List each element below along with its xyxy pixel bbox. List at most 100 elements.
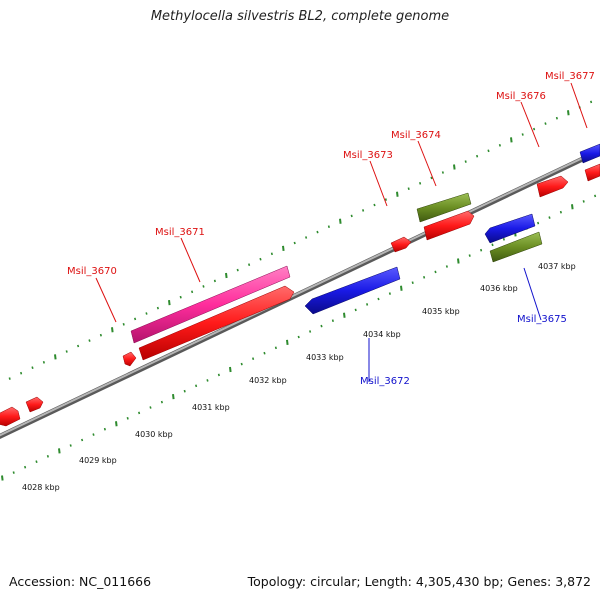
gene-label-msil-3674[interactable]: Msil_3674 bbox=[391, 130, 441, 141]
gene-feature-forward-small[interactable] bbox=[0, 406, 21, 427]
minor-tick bbox=[366, 303, 369, 306]
minor-tick bbox=[411, 281, 414, 285]
minor-tick bbox=[434, 270, 437, 274]
minor-tick bbox=[419, 181, 422, 185]
minor-tick bbox=[195, 384, 198, 388]
minor-tick bbox=[498, 143, 501, 147]
major-tick bbox=[400, 285, 403, 291]
major-tick bbox=[457, 258, 460, 264]
minor-tick bbox=[274, 346, 277, 350]
gene-feature-msil-3677[interactable] bbox=[579, 143, 600, 164]
minor-tick bbox=[160, 400, 163, 404]
major-tick bbox=[1, 475, 4, 481]
accession-text: Accession: NC_011666 bbox=[9, 574, 152, 589]
minor-tick bbox=[537, 221, 540, 225]
minor-tick bbox=[548, 216, 551, 219]
gene-feature-msil-3674[interactable] bbox=[416, 192, 472, 223]
minor-tick bbox=[362, 209, 365, 212]
minor-tick bbox=[430, 176, 433, 180]
minor-tick bbox=[259, 257, 262, 261]
gene-feature-msil-3672[interactable] bbox=[304, 266, 401, 315]
minor-tick bbox=[12, 471, 15, 474]
minor-tick bbox=[491, 243, 494, 247]
kbp-label: 4029 kbp bbox=[79, 456, 117, 465]
gene-feature-msil-3675[interactable] bbox=[489, 231, 543, 263]
minor-tick bbox=[521, 133, 524, 136]
minor-tick bbox=[69, 444, 72, 447]
kbp-label: 4032 kbp bbox=[249, 376, 287, 385]
gene-feature-forward-mid[interactable] bbox=[423, 210, 475, 241]
gene-feature-forward-small[interactable] bbox=[25, 396, 44, 413]
tick-track-lower bbox=[1, 194, 597, 481]
kbp-label: 4033 kbp bbox=[306, 353, 344, 362]
minor-tick bbox=[122, 322, 125, 326]
minor-tick bbox=[236, 268, 239, 272]
genome-title: Methylocella silvestris BL2, complete ge… bbox=[150, 9, 450, 24]
major-tick bbox=[567, 110, 570, 116]
minor-tick bbox=[8, 377, 11, 380]
gene-feature-forward-small[interactable] bbox=[122, 351, 137, 367]
kbp-label: 4028 kbp bbox=[22, 483, 60, 492]
genome-summary-text: Topology: circular; Length: 4,305,430 bp… bbox=[247, 574, 591, 589]
genome-backbone-highlight bbox=[0, 148, 600, 437]
major-tick bbox=[111, 327, 114, 333]
minor-tick bbox=[191, 290, 194, 294]
gene-label-msil-3676[interactable]: Msil_3676 bbox=[496, 91, 546, 102]
minor-tick bbox=[327, 225, 330, 229]
minor-tick bbox=[149, 406, 152, 409]
major-tick bbox=[343, 312, 346, 318]
minor-tick bbox=[441, 171, 444, 174]
minor-tick bbox=[502, 237, 505, 241]
minor-tick bbox=[42, 360, 45, 364]
gene-label-msil-3671[interactable]: Msil_3671 bbox=[155, 227, 205, 238]
minor-tick bbox=[590, 100, 593, 104]
gene-label-msil-3675[interactable]: Msil_3675 bbox=[517, 314, 567, 325]
major-tick bbox=[115, 421, 118, 427]
label-leaders bbox=[95, 82, 588, 382]
gene-feature-msil-3673[interactable] bbox=[390, 236, 412, 253]
major-tick bbox=[510, 137, 513, 143]
minor-tick bbox=[206, 379, 209, 382]
minor-tick bbox=[81, 438, 84, 442]
minor-tick bbox=[65, 350, 68, 353]
minor-tick bbox=[77, 344, 80, 348]
minor-tick bbox=[179, 295, 182, 299]
major-tick bbox=[54, 354, 57, 360]
minor-tick bbox=[384, 198, 387, 201]
minor-tick bbox=[594, 194, 597, 198]
minor-tick bbox=[407, 187, 410, 191]
minor-tick bbox=[320, 324, 323, 328]
minor-tick bbox=[468, 254, 471, 257]
major-tick bbox=[396, 191, 399, 197]
minor-tick bbox=[240, 362, 243, 366]
gene-label-msil-3672[interactable]: Msil_3672 bbox=[360, 376, 410, 387]
minor-tick bbox=[423, 275, 426, 279]
minor-tick bbox=[533, 127, 536, 131]
minor-tick bbox=[293, 241, 296, 245]
gene-feature-msil-3671[interactable] bbox=[130, 265, 291, 344]
kbp-label: 4037 kbp bbox=[538, 262, 576, 271]
gene-label-msil-3670[interactable]: Msil_3670 bbox=[67, 266, 117, 277]
minor-tick bbox=[46, 454, 49, 458]
minor-tick bbox=[544, 122, 547, 125]
minor-tick bbox=[88, 339, 91, 342]
minor-tick bbox=[126, 416, 129, 420]
minor-tick bbox=[354, 308, 357, 312]
minor-tick bbox=[445, 265, 448, 268]
gene-feature-forward-long[interactable] bbox=[138, 285, 295, 361]
gene-feature-forward-edge[interactable] bbox=[584, 163, 600, 182]
kbp-label: 4035 kbp bbox=[422, 307, 460, 316]
gene-label-msil-3677[interactable]: Msil_3677 bbox=[545, 71, 595, 82]
gene-feature-msil-3676[interactable] bbox=[536, 175, 569, 198]
minor-tick bbox=[305, 236, 308, 239]
gene-label-msil-3673[interactable]: Msil_3673 bbox=[343, 150, 393, 161]
kbp-label: 4031 kbp bbox=[192, 403, 230, 412]
minor-tick bbox=[213, 279, 216, 283]
minor-tick bbox=[156, 306, 159, 310]
minor-tick bbox=[388, 292, 391, 295]
gene-labels: Msil_3670 Msil_3671 Msil_3672 Msil_3673 … bbox=[67, 71, 595, 387]
major-tick bbox=[229, 366, 232, 373]
minor-tick bbox=[316, 230, 319, 234]
gene-feature-reverse-small[interactable] bbox=[484, 213, 536, 244]
